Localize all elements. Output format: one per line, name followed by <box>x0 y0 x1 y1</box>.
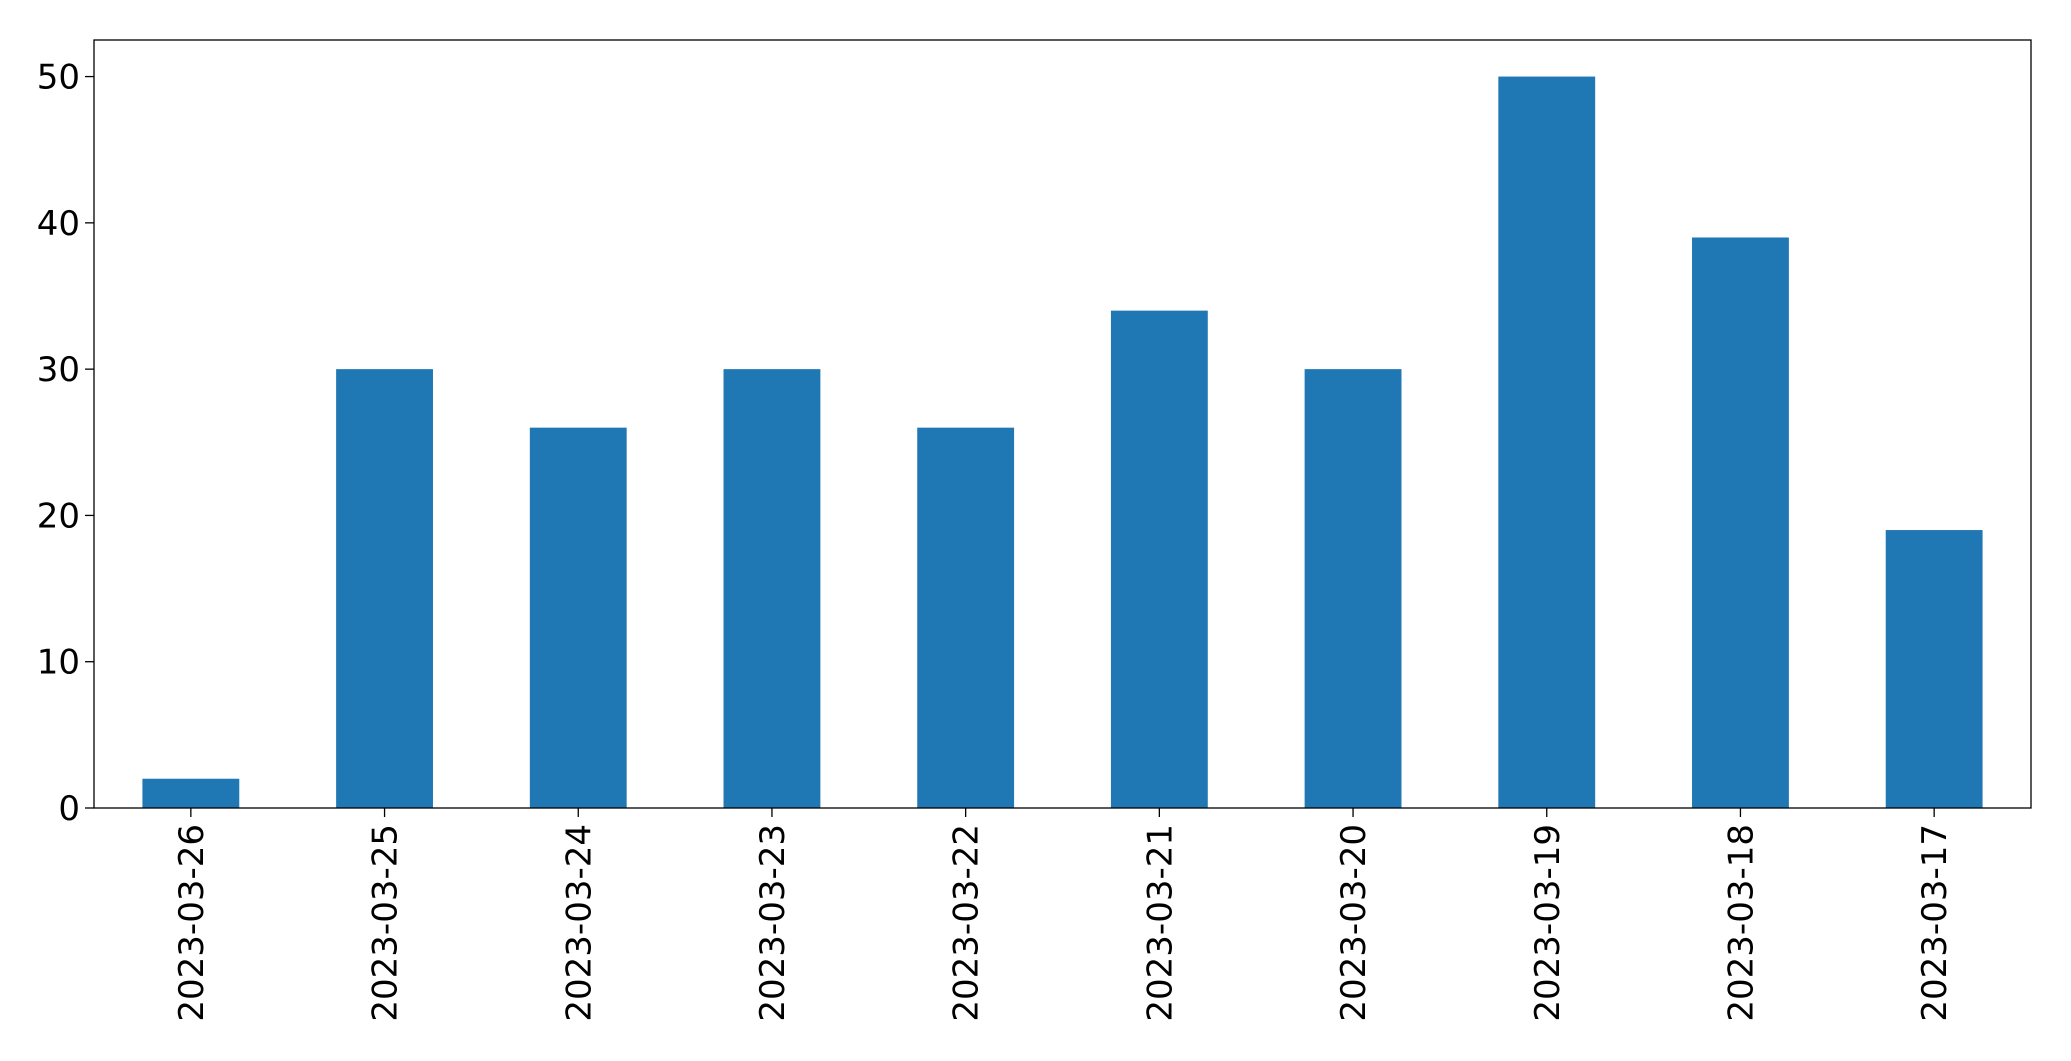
bar <box>529 427 627 808</box>
y-tick-label: 0 <box>58 789 80 829</box>
bar <box>1885 530 1983 808</box>
y-tick-label: 40 <box>37 204 80 244</box>
x-tick-label: 2023-03-23 <box>753 824 793 1022</box>
bar <box>336 369 433 808</box>
x-tick-label: 2023-03-22 <box>947 824 987 1022</box>
bar <box>917 427 1015 808</box>
x-tick-label: 2023-03-18 <box>1721 824 1761 1022</box>
x-tick-label: 2023-03-17 <box>1915 824 1955 1022</box>
y-tick-label: 30 <box>37 350 80 390</box>
y-tick-label: 50 <box>37 58 80 98</box>
x-tick-label: 2023-03-19 <box>1528 824 1568 1022</box>
bar <box>1498 76 1596 809</box>
bar <box>142 778 240 808</box>
plot-frame <box>93 39 2032 809</box>
x-tick-label: 2023-03-21 <box>1140 824 1180 1022</box>
y-tick-label: 10 <box>37 643 80 683</box>
x-tick-label: 2023-03-25 <box>366 824 406 1022</box>
bar <box>1110 310 1208 808</box>
x-tick-label: 2023-03-26 <box>172 824 212 1022</box>
bar <box>723 369 821 808</box>
x-tick-label: 2023-03-20 <box>1334 824 1374 1022</box>
x-tick-label: 2023-03-24 <box>559 824 599 1022</box>
bar <box>1692 237 1789 808</box>
bar <box>1304 369 1402 808</box>
y-tick-label: 20 <box>37 496 80 536</box>
